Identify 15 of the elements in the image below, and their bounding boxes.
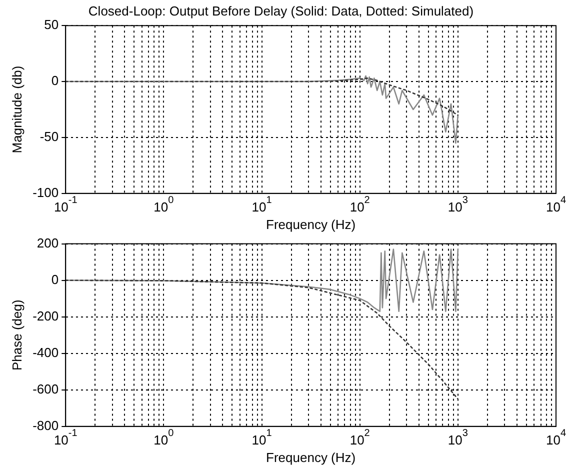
y-tick-label: 0 — [51, 272, 59, 287]
y-axis-title: Magnitude (db) — [9, 66, 24, 154]
chart-title: Closed-Loop: Output Before Delay (Solid: Data, Dotted: Simulated) — [88, 3, 474, 18]
y-tick-label: -800 — [32, 418, 59, 433]
y-axis-title: Phase (deg) — [9, 300, 24, 371]
x-axis-title: Frequency (Hz) — [266, 450, 356, 465]
y-tick-label: -400 — [32, 344, 59, 360]
y-tick-label: 200 — [36, 235, 59, 250]
y-tick-label: 50 — [44, 17, 59, 32]
y-tick-label: -600 — [32, 381, 59, 396]
y-tick-label: -200 — [32, 308, 59, 324]
y-tick-label: -50 — [40, 129, 59, 144]
y-tick-label: -100 — [32, 184, 59, 200]
y-tick-label: 0 — [51, 73, 59, 88]
x-axis-title: Frequency (Hz) — [266, 216, 356, 232]
